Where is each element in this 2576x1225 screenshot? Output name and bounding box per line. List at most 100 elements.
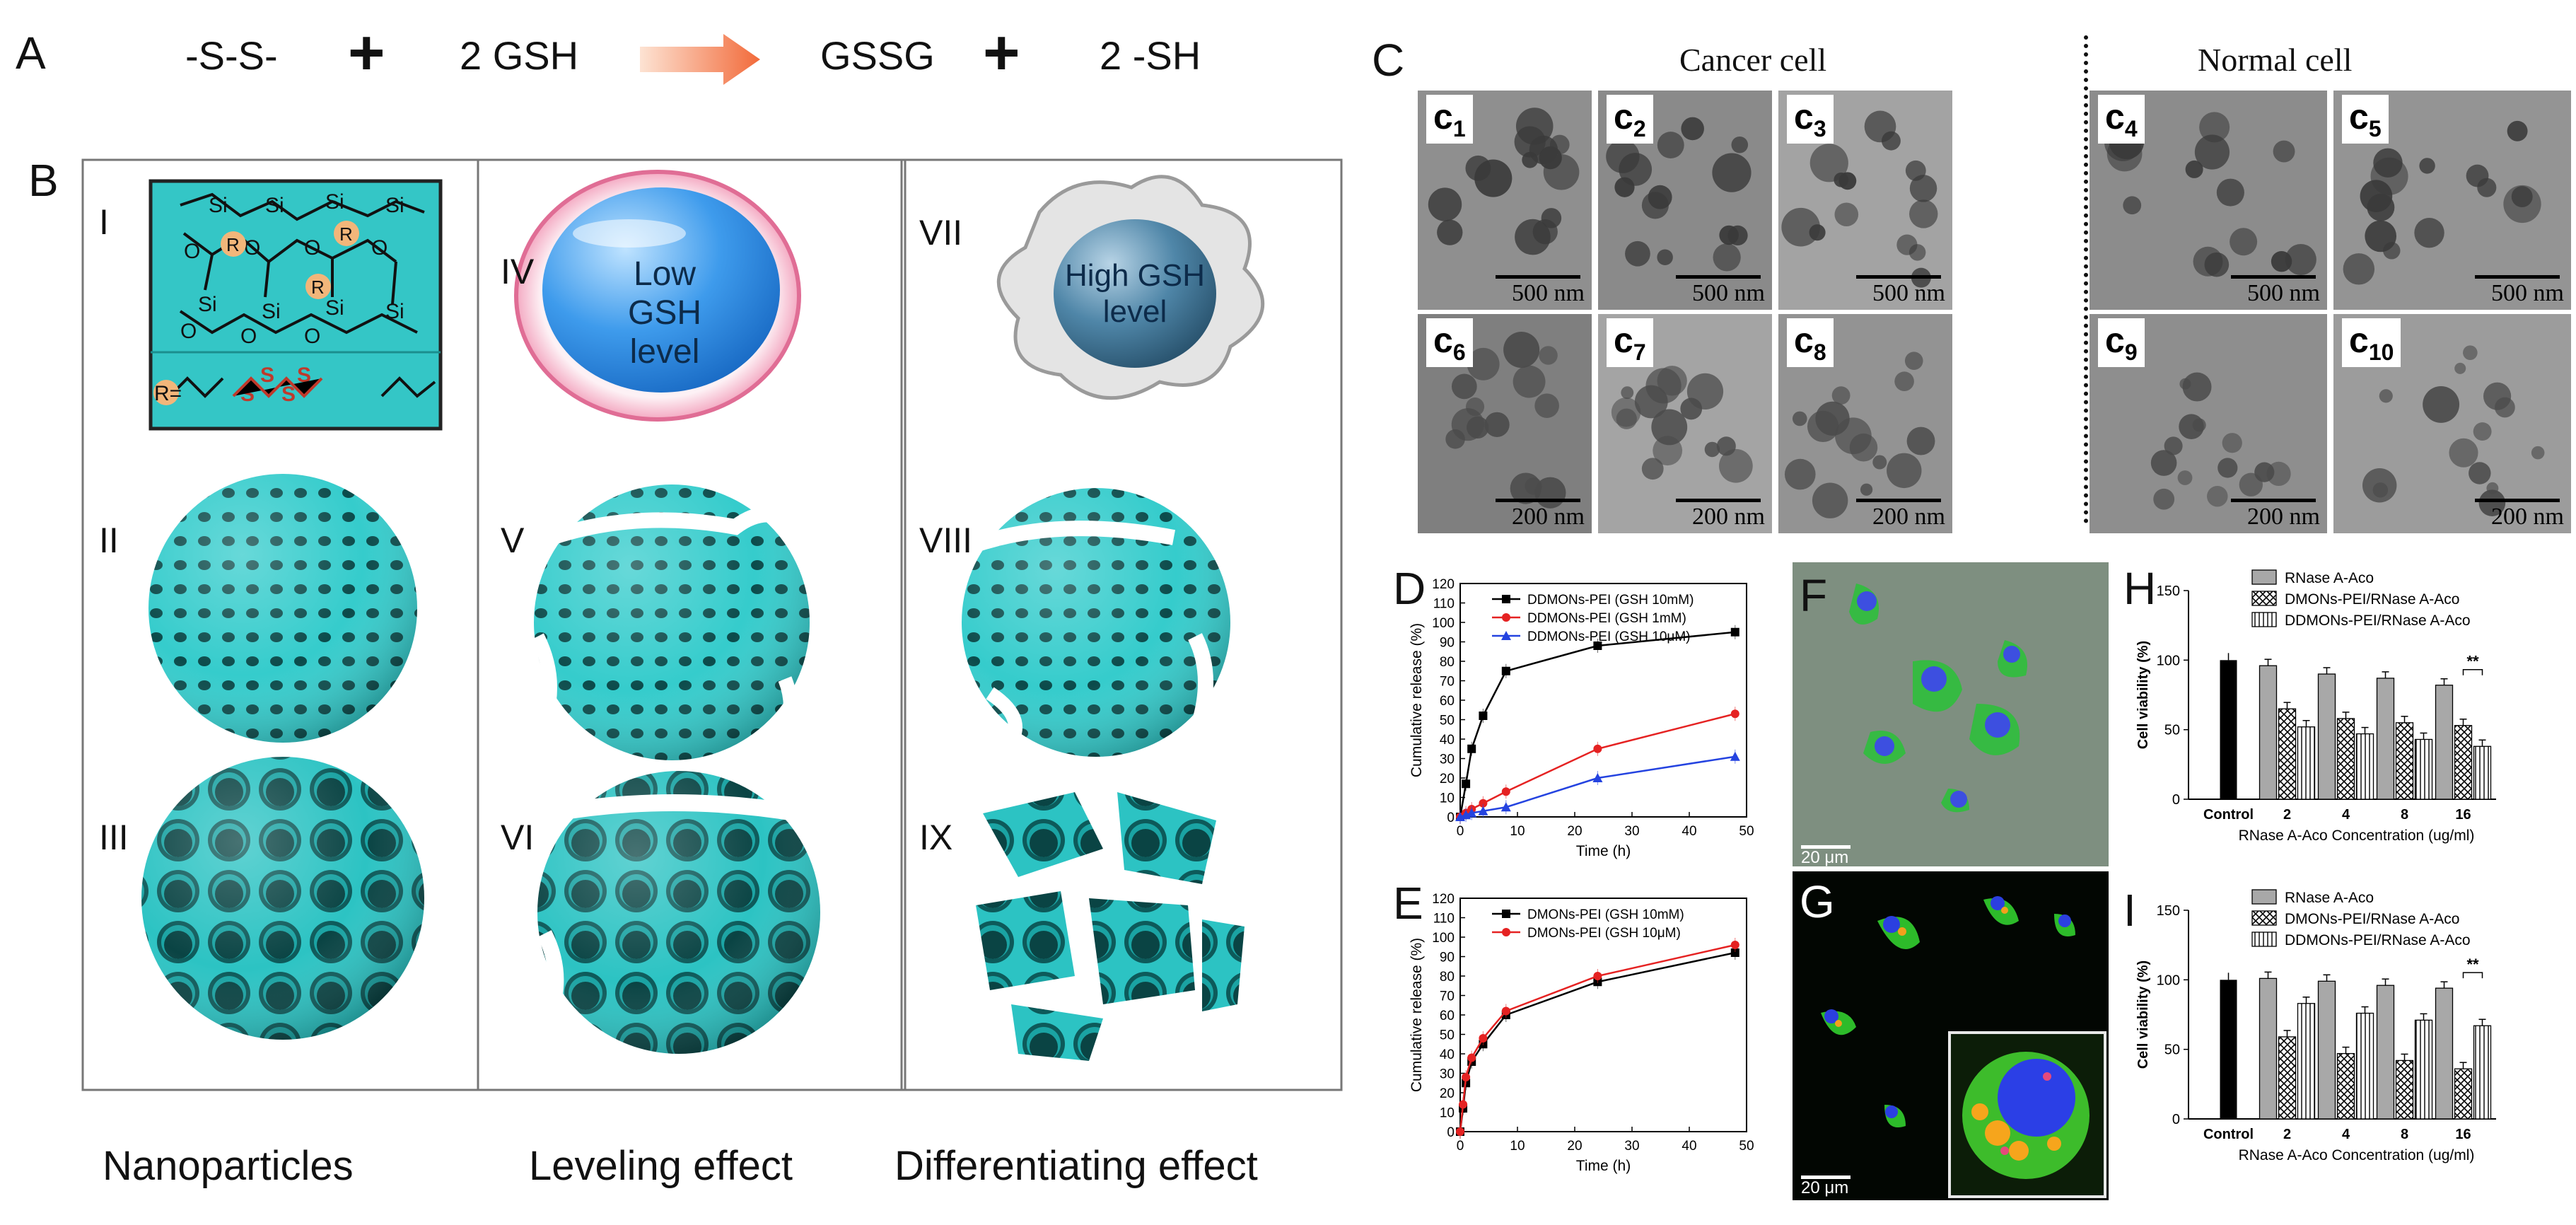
svg-text:Si: Si (325, 296, 344, 320)
plus-sign-1: + (348, 18, 385, 88)
svg-text:O: O (184, 240, 200, 263)
data-point (1593, 972, 1602, 980)
tem-scale-bar (2231, 499, 2316, 502)
x-tick-label: 16 (2455, 807, 2471, 823)
svg-text:O: O (304, 236, 320, 260)
bar (2454, 1068, 2473, 1120)
y-tick-label: 70 (1440, 989, 1455, 1004)
x-tick-label: 40 (1682, 824, 1696, 839)
y-tick-label: 10 (1440, 1106, 1455, 1121)
legend-label: DDMONs-PEI (GSH 10μM) (1527, 629, 1691, 644)
x-tick-label: 4 (2342, 807, 2350, 823)
y-tick-label: 60 (1440, 694, 1455, 709)
data-point (1459, 1100, 1468, 1109)
legend-label: RNase A-Aco (2285, 570, 2374, 586)
svg-text:Si: Si (198, 293, 217, 316)
tem-scale-label: 500 nm (1872, 280, 1945, 306)
y-tick-label: 60 (1440, 1009, 1455, 1023)
plus-sign-2: + (983, 18, 1020, 88)
roman-IV: IV (501, 252, 535, 291)
y-tick-label: 50 (1440, 1028, 1455, 1043)
bar (2414, 738, 2433, 800)
gssg-term: GSSG (820, 33, 935, 78)
tem-image: c9 200 nm (2090, 314, 2327, 533)
data-point (1501, 1006, 1510, 1016)
panel-f-scale: 20 μm (1801, 848, 1848, 866)
data-point (1467, 808, 1477, 818)
y-tick-label: 50 (2164, 1043, 2180, 1058)
panel-g-scale: 20 μm (1801, 1178, 1848, 1197)
thiol-term: 2 -SH (1100, 33, 1201, 78)
significance-label: ** (2466, 956, 2479, 973)
y-tick-label: 0 (2172, 1112, 2180, 1127)
y-axis-label: Cell viability (%) (2135, 960, 2151, 1069)
legend-label: DMONs-PEI (GSH 10mM) (1527, 907, 1684, 922)
data-point (1730, 751, 1740, 761)
y-tick-label: 90 (1440, 951, 1455, 965)
tem-scale-label: 200 nm (2247, 504, 2320, 530)
y-tick-label: 20 (1440, 1086, 1455, 1101)
tem-image-label: c5 (2342, 95, 2389, 144)
panel-a-label: A (16, 28, 46, 79)
svg-text:Si: Si (385, 300, 404, 323)
data-point (1730, 941, 1739, 949)
svg-text:O: O (244, 236, 260, 260)
svg-text:S: S (260, 364, 274, 387)
bar-control (2220, 980, 2237, 1119)
svg-text:O: O (371, 236, 387, 260)
x-tick-label: 0 (1457, 824, 1464, 839)
reaction-arrow-icon (640, 34, 760, 85)
data-point (1478, 806, 1488, 815)
tem-scale-label: 500 nm (2491, 280, 2564, 306)
data-point (1501, 666, 1510, 675)
data-point (1462, 779, 1471, 789)
tem-image-label: c3 (1787, 95, 1834, 144)
y-tick-label: 10 (1440, 791, 1455, 806)
x-tick-label: 2 (2283, 1127, 2291, 1142)
roman-V: V (501, 521, 525, 560)
tem-image: c6 200 nm (1418, 314, 1592, 533)
tem-image-label: c1 (1426, 95, 1473, 144)
x-axis-label: RNase A-Aco Concentration (ug/ml) (2239, 828, 2475, 844)
x-tick-label: 50 (1739, 824, 1754, 839)
legend-label: DDMONs-PEI (GSH 1mM) (1527, 611, 1686, 626)
tem-scale-bar (2475, 499, 2560, 502)
svg-text:Si: Si (265, 194, 284, 217)
y-tick-label: 120 (1432, 892, 1455, 907)
panel-c-label: C (1372, 35, 1405, 86)
y-tick-label: 70 (1440, 675, 1455, 690)
legend-marker (1502, 595, 1510, 603)
bar (2435, 685, 2454, 800)
svg-text:O: O (240, 325, 257, 348)
caption-differentiating: Differentiating effect (894, 1143, 1258, 1189)
x-tick-label: 40 (1682, 1139, 1696, 1154)
y-tick-label: 30 (1440, 753, 1455, 767)
y-tick-label: 20 (1440, 772, 1455, 786)
tem-scale-label: 200 nm (1512, 504, 1585, 530)
panel-d-label: D (1393, 563, 1426, 614)
data-point (1467, 744, 1476, 753)
x-tick-label: Control (2203, 807, 2254, 823)
roman-VI: VI (501, 818, 535, 857)
x-tick-label: 20 (1567, 824, 1582, 839)
svg-text:Si: Si (262, 300, 281, 323)
panel-b-label: B (28, 155, 59, 206)
tem-image-label: c2 (1607, 95, 1653, 144)
legend-label: DDMONs-PEI/RNase A-Aco (2285, 932, 2471, 948)
chart-h-viability: 0 50 100 150 Cell viability (%) Control 2 4 8 16 *… (2135, 569, 2496, 844)
tem-image-label: c4 (2098, 95, 2145, 144)
x-tick-label: Control (2203, 1127, 2254, 1142)
roman-VIII: VIII (919, 521, 973, 560)
structure-r-eq: R= (154, 382, 182, 405)
disulfide-term: -S-S- (185, 33, 278, 78)
y-tick-label: 80 (1440, 970, 1455, 985)
x-tick-label: 10 (1510, 824, 1525, 839)
legend-swatch (2251, 910, 2277, 926)
tem-image: c2 500 nm (1598, 91, 1772, 310)
y-tick-label: 100 (1432, 931, 1455, 946)
y-axis-label: Cell viability (%) (2135, 641, 2151, 749)
structure-r3: R (311, 277, 325, 298)
svg-text:O: O (304, 325, 320, 348)
y-tick-label: 110 (1433, 597, 1455, 612)
low-gsh-label: Low GSH level (627, 255, 701, 371)
